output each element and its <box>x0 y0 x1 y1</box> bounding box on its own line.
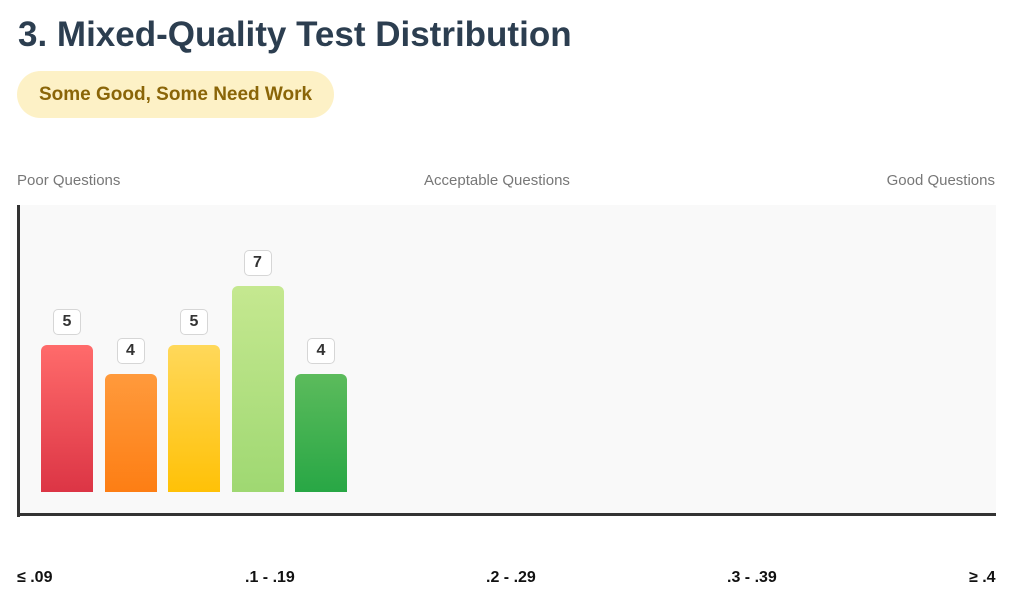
bar-3 <box>231 286 284 492</box>
x-tick-label-3: .3 - .39 <box>727 569 777 586</box>
bar-value-label-3: 7 <box>243 250 272 277</box>
bar-0 <box>41 345 93 492</box>
zone-label-good: Good Questions <box>886 172 995 189</box>
bar-value-label-1: 4 <box>116 338 145 365</box>
zone-label-acceptable: Acceptable Questions <box>424 172 570 189</box>
x-tick-label-4: ≥ .4 <box>969 569 996 586</box>
bar-4 <box>295 374 347 492</box>
bar-1 <box>104 374 157 492</box>
bar-value-label-0: 5 <box>53 309 81 335</box>
y-axis <box>17 205 20 517</box>
x-axis <box>17 513 996 516</box>
page-title: 3. Mixed-Quality Test Distribution <box>18 15 572 54</box>
zone-label-poor: Poor Questions <box>17 172 121 189</box>
x-tick-label-2: .2 - .29 <box>486 569 536 586</box>
bar-2 <box>168 345 220 492</box>
plot-area <box>17 205 996 513</box>
x-tick-label-0: ≤ .09 <box>17 569 53 586</box>
x-tick-label-1: .1 - .19 <box>245 569 295 586</box>
bar-value-label-2: 5 <box>180 309 208 335</box>
status-badge: Some Good, Some Need Work <box>17 71 335 118</box>
bar-value-label-4: 4 <box>307 338 335 365</box>
